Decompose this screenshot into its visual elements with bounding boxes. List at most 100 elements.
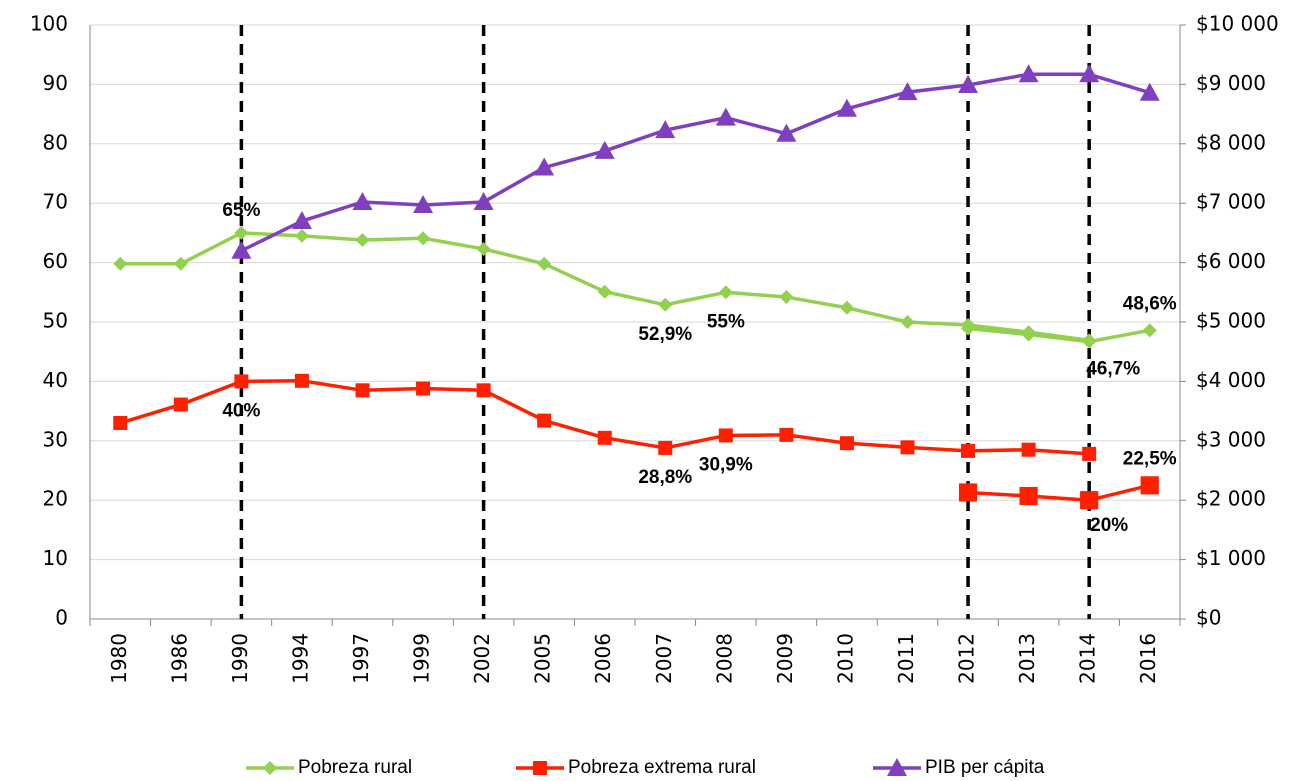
legend-marker [263,761,277,775]
marker [1021,327,1036,342]
data-label: 20% [1090,515,1128,536]
marker [897,82,918,101]
x-tick-label: 2011 [894,633,918,684]
marker [355,383,370,398]
data-label: 40% [222,400,260,421]
data-label: 28,8% [638,467,692,488]
y2-tick-label: $2 000 [1196,487,1266,511]
marker [779,290,794,305]
legend-marker [533,761,547,775]
y2-tick-label: $6 000 [1196,249,1266,273]
data-label: 22,5% [1123,448,1177,469]
y-tick-label: 0 [55,606,68,630]
marker [718,285,733,300]
series-line [967,483,1151,502]
marker [173,397,188,412]
marker [1140,476,1159,495]
marker [1019,486,1038,506]
series [231,64,1160,259]
marker [839,300,854,315]
marker [1080,491,1099,510]
marker [1139,82,1160,101]
marker [476,241,491,256]
marker [597,430,612,445]
series [113,373,1097,461]
data-label: 30,9% [699,454,753,475]
data-label: 65% [222,200,260,221]
y-tick-label: 50 [43,309,68,333]
y2-tick-label: $1 000 [1196,546,1266,570]
y-tick-label: 60 [43,249,68,273]
marker [294,228,309,243]
marker [473,192,494,211]
y2-tick-label: $9 000 [1196,71,1266,95]
x-tick-label: 2002 [470,633,494,684]
data-label: 55% [707,311,745,332]
x-tick-label: 2008 [712,633,736,684]
data-label: 52,9% [638,324,692,345]
marker [1018,64,1039,83]
x-tick-label: 1986 [167,633,191,684]
marker [718,428,733,443]
marker [1079,64,1100,83]
series-line [240,72,1151,253]
marker [958,483,978,502]
marker [958,74,979,93]
series [958,476,1159,510]
y-tick-label: 80 [43,130,68,154]
y-tick-label: 100 [30,12,68,36]
x-tick-label: 2012 [955,633,979,684]
marker [294,373,309,388]
marker [173,256,188,271]
marker [836,98,857,117]
data-label: 48,6% [1123,293,1177,314]
x-tick-label: 2014 [1076,633,1100,684]
x-tick-label: 2010 [833,633,857,684]
legend-label: Pobreza extrema rural [568,757,756,778]
y2-tick-label: $8 000 [1196,130,1266,154]
x-tick-label: 2005 [531,633,555,684]
legend-label: PIB per cápita [925,757,1045,778]
marker [1082,334,1097,349]
series-line [967,326,1151,344]
y-tick-label: 30 [43,427,68,451]
x-tick-label: 2009 [773,633,797,684]
y-tick-label: 70 [43,190,68,214]
marker [231,240,252,259]
marker [1021,442,1036,457]
marker [234,225,249,240]
marker [715,107,736,126]
marker [537,256,552,271]
y2-tick-label: $0 [1196,606,1221,630]
legend-label: Pobreza rural [298,757,412,778]
x-tick-label: 2006 [591,633,615,684]
marker [658,297,673,312]
x-tick-label: 1999 [410,633,434,684]
marker [416,231,431,246]
marker [355,233,370,248]
y2-tick-label: $4 000 [1196,368,1266,392]
series [113,225,1097,348]
y-tick-label: 20 [43,487,68,511]
marker [113,415,128,430]
marker [113,256,128,271]
x-tick-label: 1997 [349,633,373,684]
y-tick-label: 90 [43,71,68,95]
marker [776,123,797,142]
y-tick-label: 10 [43,546,68,570]
series [961,321,1157,349]
x-tick-label: 2013 [1015,633,1039,684]
marker [594,140,615,159]
marker [658,440,673,455]
marker [961,321,976,336]
marker [537,413,552,428]
y2-tick-label: $5 000 [1196,309,1266,333]
marker [234,374,249,389]
data-label: 46,7% [1086,359,1140,380]
x-tick-label: 2007 [652,633,676,684]
x-tick-label: 2016 [1136,633,1160,684]
x-tick-label: 1980 [107,633,131,684]
marker [900,315,915,329]
marker [534,157,555,176]
